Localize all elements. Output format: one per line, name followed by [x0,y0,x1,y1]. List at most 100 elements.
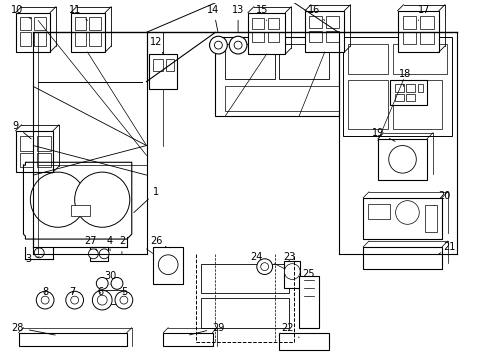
Circle shape [256,259,272,275]
Bar [279,333,328,350]
Circle shape [97,295,107,305]
Text: 12: 12 [150,37,163,54]
Text: 7: 7 [69,287,76,297]
Bar [215,37,338,116]
Bar [392,44,446,74]
Bar [153,247,183,284]
Bar [75,32,86,46]
Bar [20,153,33,167]
Text: 16: 16 [307,5,324,21]
Bar [419,32,433,44]
Circle shape [214,41,222,49]
Bar [267,32,279,42]
Bar [20,17,31,30]
Bar [75,17,86,30]
Circle shape [229,36,246,54]
Bar [284,261,300,288]
Circle shape [34,248,44,258]
Bar [367,204,389,219]
Bar [251,32,263,42]
Bar [200,298,289,328]
Bar [347,44,387,74]
Bar [308,31,321,42]
Bar [325,15,338,28]
Circle shape [66,291,83,309]
Text: 8: 8 [42,287,48,297]
Circle shape [111,278,122,289]
Text: 23: 23 [283,252,295,262]
Text: 4: 4 [107,236,113,251]
Bar [200,264,289,293]
Bar [225,86,338,111]
Bar [377,139,426,180]
Bar [363,247,441,269]
Text: 27: 27 [84,236,97,251]
Bar [392,80,441,129]
Circle shape [260,263,268,271]
Text: 10: 10 [11,5,31,19]
Bar [153,59,163,71]
Bar [71,13,105,52]
Text: 22: 22 [281,323,299,338]
Circle shape [36,291,54,309]
Text: 26: 26 [150,236,166,247]
Circle shape [88,249,98,259]
Bar [267,18,279,30]
Bar [251,18,263,30]
Bar [89,17,101,30]
Text: 3: 3 [25,254,39,264]
Circle shape [30,172,85,227]
Text: 2: 2 [119,236,125,254]
Text: 14: 14 [207,5,219,32]
Text: 5: 5 [121,287,127,297]
Bar [247,13,285,54]
Text: 25: 25 [302,269,315,279]
Bar [308,15,321,28]
Circle shape [41,296,49,304]
Bar [19,333,126,346]
Bar [98,290,122,304]
Bar [325,31,338,42]
Circle shape [158,255,178,275]
Circle shape [120,296,127,304]
Bar [406,84,414,93]
Text: 29: 29 [189,323,224,335]
Bar [394,94,403,101]
Circle shape [234,41,242,49]
Circle shape [96,278,108,289]
Bar [279,44,328,78]
Bar [71,204,90,216]
Bar [89,32,101,46]
Bar [347,80,387,129]
Text: 13: 13 [231,5,244,32]
Text: 15: 15 [255,5,267,21]
Circle shape [92,290,112,310]
Text: 6: 6 [97,287,103,297]
Text: 21: 21 [438,242,455,254]
Bar [397,11,438,52]
Circle shape [284,264,300,279]
Bar [34,17,46,30]
Text: 20: 20 [433,191,450,206]
Bar [305,11,344,52]
Text: 19: 19 [371,128,394,141]
Text: 17: 17 [417,5,429,21]
Bar [225,44,274,78]
Bar [299,276,318,328]
Bar [16,131,53,172]
Bar [419,15,433,30]
Text: 24: 24 [250,252,263,265]
Bar [406,94,414,101]
Bar [16,13,50,52]
Bar [394,84,403,93]
Bar [363,198,441,239]
Circle shape [388,145,415,173]
Bar [417,84,422,93]
Bar [402,15,415,30]
Bar [389,80,426,105]
Text: 30: 30 [104,271,116,284]
Circle shape [75,172,129,227]
Circle shape [99,249,109,259]
Circle shape [395,201,418,224]
Bar [166,59,174,71]
